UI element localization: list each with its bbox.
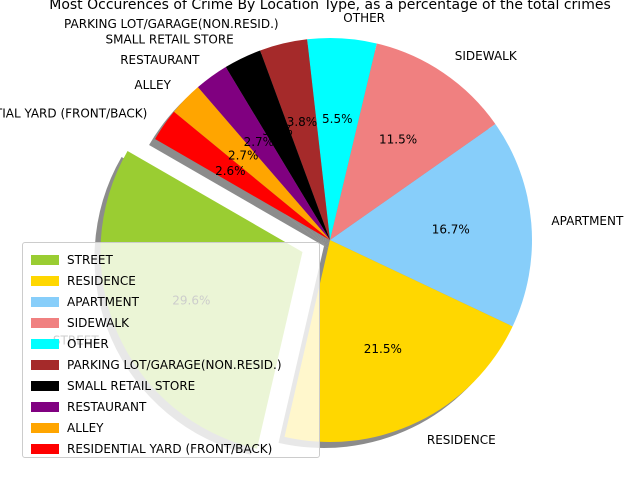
legend-label: PARKING LOT/GARAGE(NON.RESID.) (67, 357, 282, 372)
legend-label: SMALL RETAIL STORE (67, 378, 196, 393)
chart-title: Most Occurences of Crime By Location Typ… (49, 0, 611, 13)
slice-residence (284, 240, 513, 442)
legend-item: PARKING LOT/GARAGE(NON.RESID.) (31, 354, 319, 375)
legend-item: SMALL RETAIL STORE (31, 375, 319, 396)
legend-swatch (31, 275, 59, 286)
legend-item: ALLEY (31, 417, 319, 438)
slice-pct-apartment: 16.7% (432, 223, 470, 237)
slice-pct-alley: 2.7% (228, 148, 259, 162)
slice-label-apartment: APARTMENT (551, 214, 624, 228)
slice-pct-restaurant: 2.7% (244, 135, 275, 149)
legend-item: STREET (31, 249, 319, 270)
legend-swatch (31, 422, 59, 433)
legend-swatch (31, 254, 59, 265)
slice-parking-lot-garage-non-resid (260, 39, 330, 241)
slice-label-sidewalk: SIDEWALK (455, 49, 518, 63)
legend-item: OTHER (31, 333, 319, 354)
slice-label-restaurant: RESTAURANT (120, 53, 200, 67)
legend-label: RESIDENTIAL YARD (FRONT/BACK) (67, 441, 273, 456)
slice-label-residential-yard-front-back: RESIDENTIAL YARD (FRONT/BACK) (0, 107, 147, 121)
slice-apartment (330, 123, 532, 327)
slice-residential-yard-front-back (155, 111, 330, 240)
slice-small-retail-store (225, 50, 330, 240)
slice-alley (173, 87, 330, 241)
legend-item: SIDEWALK (31, 312, 319, 333)
legend-label: RESTAURANT (67, 399, 147, 414)
legend: STREET RESIDENCE APARTMENT SIDEWALK OTHER PAR… (22, 242, 320, 458)
legend-label: OTHER (67, 336, 109, 351)
slice-restaurant (197, 67, 330, 241)
legend-label: APARTMENT (67, 294, 139, 309)
slice-label-residence: RESIDENCE (427, 433, 496, 447)
legend-label: ALLEY (67, 420, 104, 435)
slice-pct-residence: 21.5% (364, 342, 402, 356)
legend-swatch (31, 338, 59, 349)
slice-pct-residential-yard-front-back: 2.6% (215, 164, 246, 178)
legend-swatch (31, 401, 59, 412)
slice-label-alley: ALLEY (134, 78, 171, 92)
slice-sidewalk (330, 43, 496, 241)
slice-label-other: OTHER (343, 11, 385, 25)
legend-item: RESIDENCE (31, 270, 319, 291)
legend-item: RESTAURANT (31, 396, 319, 417)
legend-swatch (31, 296, 59, 307)
legend-item: RESIDENTIAL YARD (FRONT/BACK) (31, 438, 319, 459)
legend-swatch (31, 359, 59, 370)
legend-label: SIDEWALK (67, 315, 129, 330)
slice-other (307, 38, 377, 240)
slice-label-small-retail-store: SMALL RETAIL STORE (106, 33, 234, 47)
legend-item: APARTMENT (31, 291, 319, 312)
slice-pct-sidewalk: 11.5% (379, 133, 417, 147)
legend-swatch (31, 317, 59, 328)
legend-label: STREET (67, 252, 113, 267)
slice-label-parking-lot-garage-non-resid: PARKING LOT/GARAGE(NON.RESID.) (64, 17, 279, 31)
legend-swatch (31, 380, 59, 391)
legend-label: RESIDENCE (67, 273, 136, 288)
legend-swatch (31, 443, 59, 454)
slice-pct-parking-lot-garage-non-resid: 3.8% (287, 115, 318, 129)
slice-pct-small-retail-store: 3.0% (262, 124, 293, 138)
slice-pct-other: 5.5% (322, 112, 353, 126)
